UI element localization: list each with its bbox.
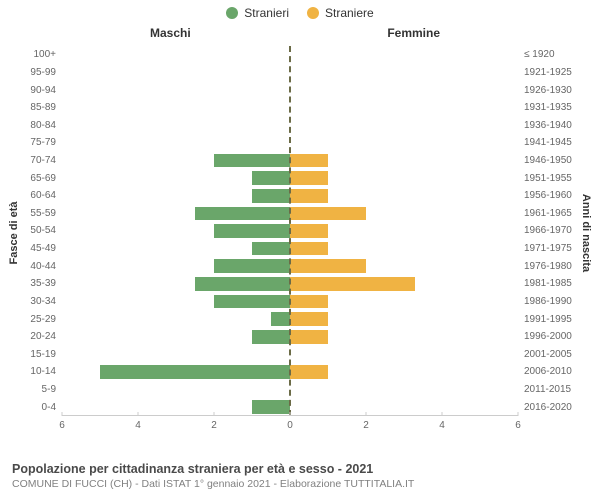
x-tick-label: 0 [287, 420, 293, 431]
birth-year-label: 1951-1955 [524, 173, 572, 184]
birth-year-label: 1941-1945 [524, 137, 572, 148]
birth-year-label: ≤ 1920 [524, 49, 555, 60]
birth-year-label: 2001-2005 [524, 349, 572, 360]
x-tick-mark [518, 412, 519, 416]
birth-year-label: 1991-1995 [524, 314, 572, 325]
bar-female [290, 242, 328, 256]
x-tick-mark [442, 412, 443, 416]
column-title-male: Maschi [150, 26, 191, 40]
birth-year-label: 2006-2010 [524, 366, 572, 377]
bar-female [290, 171, 328, 185]
x-tick-label: 6 [515, 420, 521, 431]
birth-year-label: 1986-1990 [524, 296, 572, 307]
column-title-female: Femmine [387, 26, 440, 40]
plot-area: 100+≤ 192095-991921-192590-941926-193085… [62, 46, 518, 416]
age-label: 60-64 [30, 190, 56, 201]
age-label: 95-99 [30, 67, 56, 78]
bar-male [214, 259, 290, 273]
birth-year-label: 1971-1975 [524, 243, 572, 254]
age-label: 40-44 [30, 261, 56, 272]
birth-year-label: 1961-1965 [524, 208, 572, 219]
x-tick-label: 2 [211, 420, 217, 431]
birth-year-label: 1966-1970 [524, 225, 572, 236]
chart-caption: Popolazione per cittadinanza straniera p… [12, 462, 588, 490]
legend-item-female: Straniere [307, 6, 374, 20]
legend-label-female: Straniere [325, 6, 374, 20]
bar-female [290, 224, 328, 238]
bar-female [290, 330, 328, 344]
legend-label-male: Stranieri [244, 6, 289, 20]
age-label: 30-34 [30, 296, 56, 307]
x-tick-mark [290, 412, 291, 416]
y-axis-label-left: Fasce di età [8, 202, 20, 265]
age-label: 100+ [33, 49, 56, 60]
bar-male [100, 365, 290, 379]
x-axis: 6 4 2 0 2 4 6 [62, 420, 518, 434]
x-tick-label: 6 [59, 420, 65, 431]
bar-male [252, 189, 290, 203]
age-label: 85-89 [30, 102, 56, 113]
birth-year-label: 1921-1925 [524, 67, 572, 78]
bar-male [195, 277, 290, 291]
x-tick-mark [137, 412, 138, 416]
age-label: 80-84 [30, 120, 56, 131]
birth-year-label: 1996-2000 [524, 331, 572, 342]
legend: Stranieri Straniere [0, 0, 600, 20]
x-tick-label: 2 [363, 420, 369, 431]
birth-year-label: 1981-1985 [524, 278, 572, 289]
birth-year-label: 1936-1940 [524, 120, 572, 131]
x-tick-mark [213, 412, 214, 416]
y-axis-label-right: Anni di nascita [580, 194, 592, 272]
age-label: 70-74 [30, 155, 56, 166]
age-label: 45-49 [30, 243, 56, 254]
bar-male [252, 171, 290, 185]
bar-female [290, 259, 366, 273]
birth-year-label: 1931-1935 [524, 102, 572, 113]
bar-female [290, 154, 328, 168]
birth-year-label: 1976-1980 [524, 261, 572, 272]
bar-male [214, 154, 290, 168]
x-tick-label: 4 [135, 420, 141, 431]
bar-male [195, 207, 290, 221]
age-label: 55-59 [30, 208, 56, 219]
birth-year-label: 1956-1960 [524, 190, 572, 201]
center-divider [289, 46, 291, 416]
caption-title: Popolazione per cittadinanza straniera p… [12, 462, 588, 476]
birth-year-label: 2011-2015 [524, 384, 571, 395]
bar-female [290, 365, 328, 379]
age-label: 10-14 [30, 366, 56, 377]
legend-item-male: Stranieri [226, 6, 289, 20]
population-pyramid-chart: Maschi Femmine Fasce di età Anni di nasc… [10, 24, 590, 442]
bar-male [252, 242, 290, 256]
age-label: 65-69 [30, 173, 56, 184]
age-label: 25-29 [30, 314, 56, 325]
bar-female [290, 207, 366, 221]
birth-year-label: 2016-2020 [524, 402, 572, 413]
age-label: 15-19 [30, 349, 56, 360]
age-label: 5-9 [42, 384, 56, 395]
x-tick-mark [62, 412, 63, 416]
birth-year-label: 1946-1950 [524, 155, 572, 166]
bar-male [271, 312, 290, 326]
caption-subtitle: COMUNE DI FUCCI (CH) - Dati ISTAT 1° gen… [12, 478, 588, 490]
legend-swatch-male [226, 7, 238, 19]
bar-female [290, 189, 328, 203]
age-label: 75-79 [30, 137, 56, 148]
bar-male [214, 295, 290, 309]
x-tick-mark [365, 412, 366, 416]
birth-year-label: 1926-1930 [524, 85, 572, 96]
age-label: 20-24 [30, 331, 56, 342]
bar-male [252, 400, 290, 414]
bar-female [290, 312, 328, 326]
bar-male [214, 224, 290, 238]
age-label: 0-4 [42, 402, 56, 413]
bar-female [290, 295, 328, 309]
bar-female [290, 277, 415, 291]
age-label: 35-39 [30, 278, 56, 289]
bar-male [252, 330, 290, 344]
legend-swatch-female [307, 7, 319, 19]
age-label: 90-94 [30, 85, 56, 96]
age-label: 50-54 [30, 225, 56, 236]
x-tick-label: 4 [439, 420, 445, 431]
